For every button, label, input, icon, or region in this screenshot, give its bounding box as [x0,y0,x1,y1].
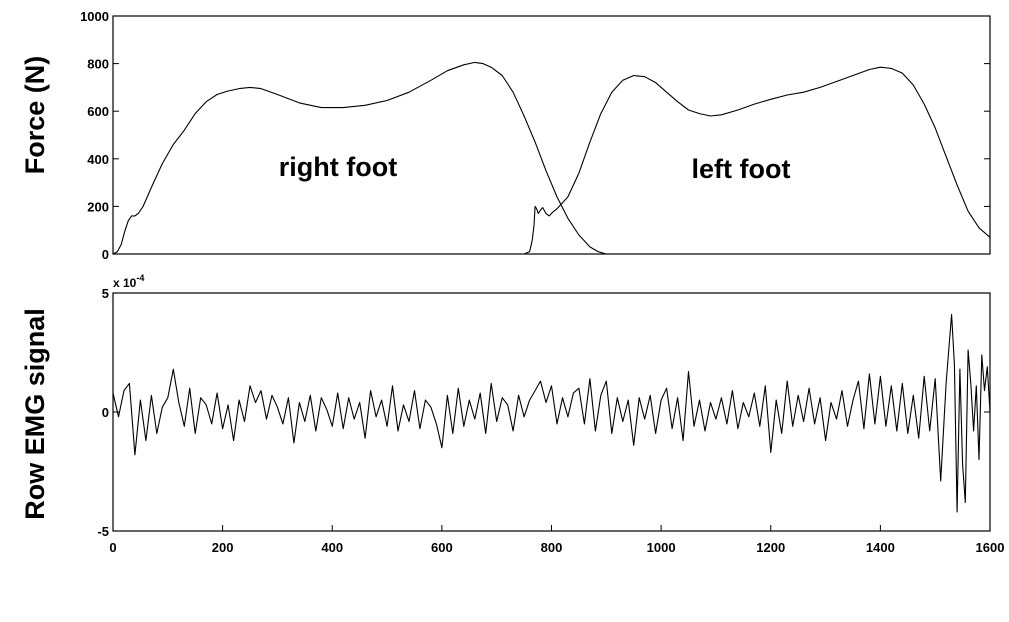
emg-scale-exponent: -4 [136,273,144,283]
force-y-tick-label: 200 [87,199,109,214]
x-tick-label: 600 [431,540,453,555]
emg-x-ticks: 0 200 400 600 800 1000 1200 1400 1600 [109,525,1004,555]
emg-scale-base: x 10 [113,276,137,290]
x-tick-label: 400 [321,540,343,555]
x-tick-label: 1400 [866,540,895,555]
x-tick-label: 1600 [976,540,1005,555]
x-tick-label: 1000 [647,540,676,555]
emg-y-axis-label: Row EMG signal [20,308,50,520]
x-tick-label: 800 [541,540,563,555]
emg-y-ticks: -5 0 5 [97,286,990,539]
x-tick-label: 1200 [756,540,785,555]
force-plot-frame [112,15,991,255]
x-tick-label: 0 [109,540,116,555]
force-panel: 0 200 400 600 800 1000 right foot left foot F… [20,9,991,262]
force-y-tick-label: 1000 [80,9,109,24]
emg-series-line-0 [112,313,991,513]
force-y-tick-label: 600 [87,104,109,119]
force-y-tick-label: 800 [87,57,109,72]
emg-plot-frame [112,292,991,532]
emg-y-tick-label: 5 [102,286,109,301]
emg-scale-prefix: x 10-4 [113,273,144,290]
force-y-ticks: 0 200 400 600 800 1000 [80,9,990,262]
force-traces [112,61,991,255]
emg-y-tick-label: -5 [97,524,109,539]
x-tick-label: 200 [212,540,234,555]
emg-traces [112,313,991,513]
force-y-tick-label: 0 [102,247,109,262]
force-series-line-0 [112,61,607,255]
force-y-tick-label: 400 [87,152,109,167]
force-y-axis-label: Force (N) [20,56,50,175]
emg-y-tick-label: 0 [102,405,109,420]
force-series-line-1 [523,66,991,255]
annotation-left-foot: left foot [692,154,791,184]
annotation-right-foot: right foot [279,152,397,182]
emg-panel: -505 0 200 400 600 800 1000 1200 1400 1600 x 10-… [20,273,1004,555]
